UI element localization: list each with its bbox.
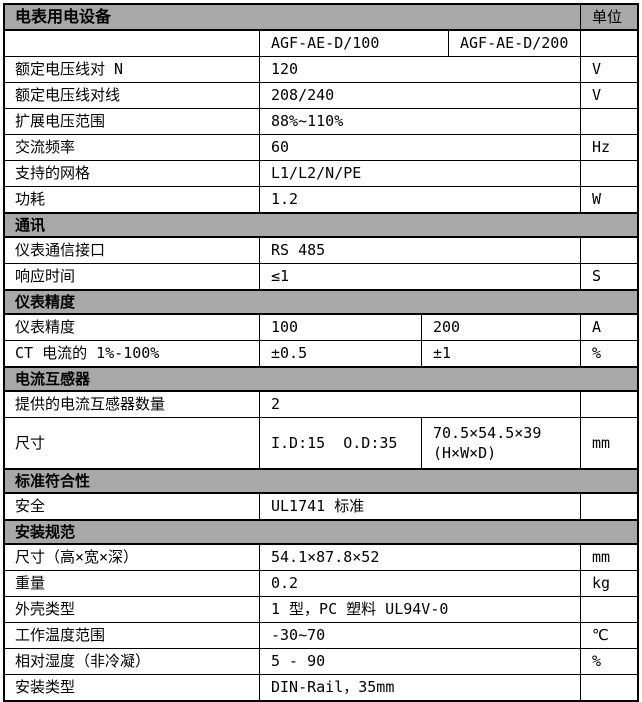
table-row: 工作温度范围 -30~70 ℃ (5, 623, 637, 649)
row-value: 208/240 (260, 83, 581, 108)
row-value: ±0.5 (260, 341, 422, 366)
row-value: 2 (260, 392, 581, 417)
table-row: AGF-AE-D/100 AGF-AE-D/200 (5, 31, 637, 57)
row-label: 仪表精度 (5, 315, 260, 340)
table-row: 外壳类型 1 型，PC 塑料 UL94V-0 (5, 597, 637, 623)
section-label: 安装规范 (5, 521, 637, 543)
table-row: 功耗 1.2 W (5, 187, 637, 213)
row-label: 响应时间 (5, 264, 260, 289)
table-row: 安全 UL1741 标准 (5, 494, 637, 520)
row-value: 5 - 90 (260, 649, 581, 674)
row-unit: % (592, 652, 602, 671)
row-unit (581, 392, 637, 417)
table-row: 额定电压线对 N 120 V (5, 57, 637, 83)
section-label: 通讯 (5, 214, 637, 236)
row-value: ±1 (422, 341, 581, 366)
row-label (5, 31, 260, 56)
row-value: 70.5×54.5×39 (H×W×D) (422, 418, 581, 468)
table-header-row: 电表用电设备 单位 (5, 5, 637, 31)
row-unit: mm (592, 433, 611, 452)
row-value: 200 (422, 315, 581, 340)
section-label: 电流互感器 (5, 368, 637, 390)
section-label: 仪表精度 (5, 291, 637, 313)
row-label: 尺寸 (5, 418, 260, 468)
table-row: 额定电压线对线 208/240 V (5, 83, 637, 109)
row-unit: W (592, 190, 602, 209)
row-label: 安装类型 (5, 675, 260, 700)
table-row: 提供的电流互感器数量 2 (5, 392, 637, 418)
row-value: 54.1×87.8×52 (260, 545, 581, 570)
row-unit (581, 161, 637, 186)
unit-column-header: 单位 (581, 5, 637, 29)
table-row: 仪表通信接口 RS 485 (5, 238, 637, 264)
row-value: UL1741 标准 (260, 494, 581, 519)
section-row: 安装规范 (5, 520, 637, 545)
row-value: 88%~110% (260, 109, 581, 134)
row-label: 额定电压线对 N (5, 57, 260, 82)
row-label: 支持的网格 (5, 161, 260, 186)
row-label: 工作温度范围 (5, 623, 260, 648)
table-row: 仪表精度 100 200 A (5, 315, 637, 341)
row-label: 安全 (5, 494, 260, 519)
table-row: 尺寸 I.D:15 O.D:35 70.5×54.5×39 (H×W×D) mm (5, 418, 637, 469)
table-row: 相对湿度（非冷凝） 5 - 90% (5, 649, 637, 675)
section-label: 标准符合性 (5, 470, 637, 492)
row-value: I.D:15 O.D:35 (260, 418, 422, 468)
table-row: 支持的网格 L1/L2/N/PE (5, 161, 637, 187)
table-row: 扩展电压范围 88%~110% (5, 109, 637, 135)
section-row: 仪表精度 (5, 290, 637, 315)
row-value: RS 485 (260, 238, 581, 263)
row-label: CT 电流的 1%-100% (5, 341, 260, 366)
row-label: 扩展电压范围 (5, 109, 260, 134)
row-unit: A (592, 318, 602, 337)
row-label: 尺寸（高×宽×深） (5, 545, 260, 570)
section-row: 通讯 (5, 213, 637, 238)
row-value: 1 型，PC 塑料 UL94V-0 (260, 597, 581, 622)
row-unit: S (592, 267, 602, 286)
row-value: 0.2 (260, 571, 581, 596)
row-unit (581, 238, 637, 263)
row-unit: kg (592, 574, 611, 593)
row-label: 仪表通信接口 (5, 238, 260, 263)
table-row: CT 电流的 1%-100% ±0.5 ±1% (5, 341, 637, 367)
row-label: 功耗 (5, 187, 260, 212)
table-row: 重量 0.2 kg (5, 571, 637, 597)
row-value: AGF-AE-D/200 (449, 31, 581, 56)
row-label: 重量 (5, 571, 260, 596)
row-unit (581, 675, 637, 700)
row-label: 提供的电流互感器数量 (5, 392, 260, 417)
row-unit: Hz (592, 138, 611, 157)
row-value: 1.2 (260, 187, 581, 212)
row-unit: V (592, 86, 602, 105)
row-value: -30~70 (260, 623, 581, 648)
row-value: 120 (260, 57, 581, 82)
row-label: 额定电压线对线 (5, 83, 260, 108)
row-unit (581, 597, 637, 622)
row-label: 相对湿度（非冷凝） (5, 649, 260, 674)
table-row: 响应时间 ≤1 S (5, 264, 637, 290)
row-unit (581, 109, 637, 134)
row-label: 外壳类型 (5, 597, 260, 622)
table-title: 电表用电设备 (5, 5, 581, 29)
row-unit (581, 31, 637, 56)
section-row: 电流互感器 (5, 367, 637, 392)
row-value: 60 (260, 135, 581, 160)
spec-table: 电表用电设备 单位 AGF-AE-D/100 AGF-AE-D/200 额定电压线对… (3, 3, 639, 702)
row-value: AGF-AE-D/100 (260, 31, 449, 56)
table-row: 尺寸（高×宽×深） 54.1×87.8×52 mm (5, 545, 637, 571)
row-value: L1/L2/N/PE (260, 161, 581, 186)
row-unit (581, 494, 637, 519)
row-unit: % (592, 344, 602, 363)
row-value: DIN-Rail，35mm (260, 675, 581, 700)
row-unit: mm (592, 548, 611, 567)
table-row: 交流频率 60 Hz (5, 135, 637, 161)
table-row: 安装类型 DIN-Rail，35mm (5, 675, 637, 700)
section-row: 标准符合性 (5, 469, 637, 494)
row-value: 100 (260, 315, 422, 340)
row-label: 交流频率 (5, 135, 260, 160)
row-unit: ℃ (592, 626, 609, 645)
row-value: ≤1 (260, 264, 581, 289)
row-unit: V (592, 60, 602, 79)
